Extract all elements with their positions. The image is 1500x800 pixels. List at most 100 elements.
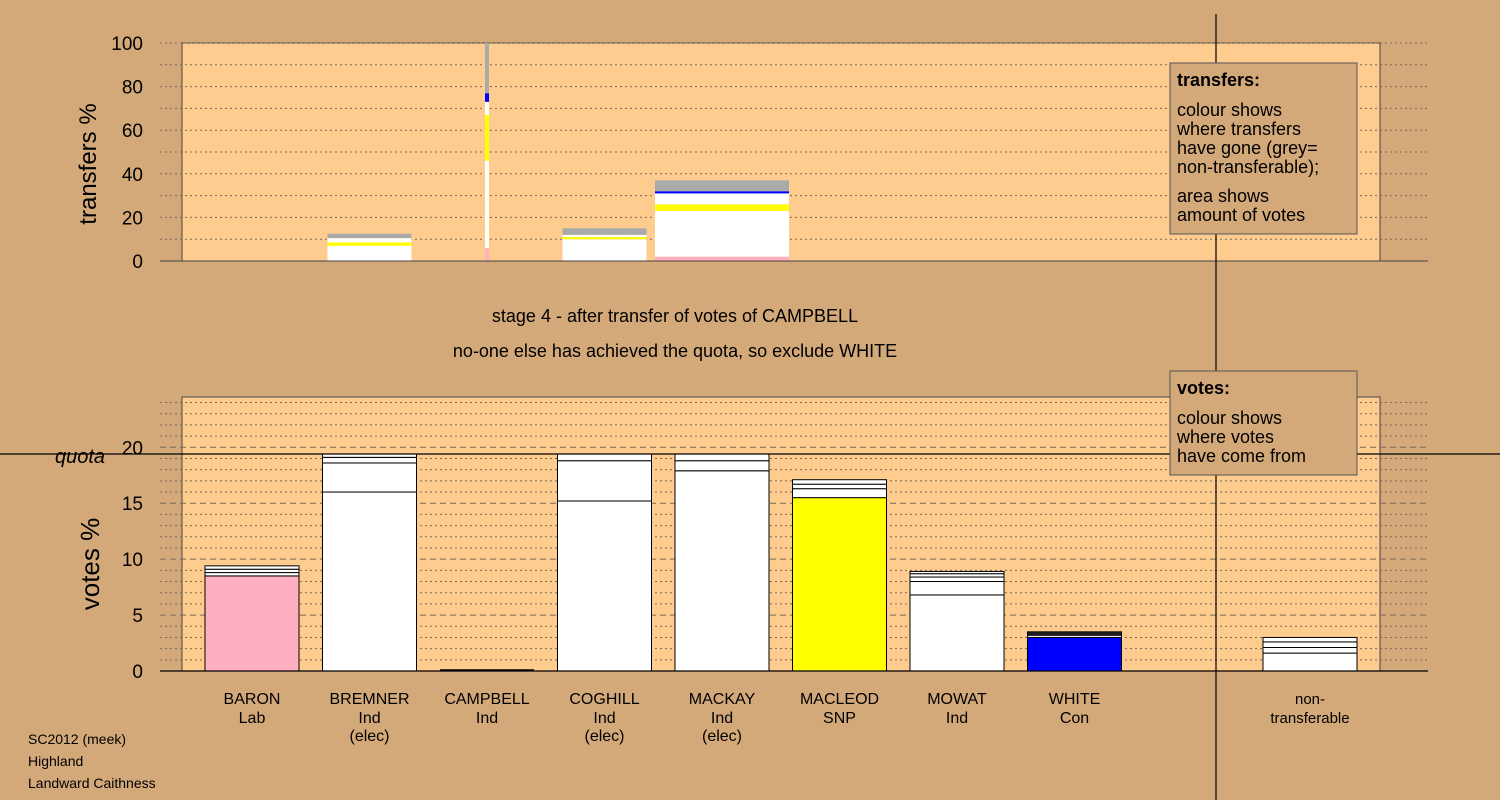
nontransferable-segment	[1262, 641, 1358, 649]
candidate-party-label: SNP	[823, 710, 856, 727]
votes-tick-label: 20	[122, 438, 143, 459]
vote-segment	[792, 479, 887, 485]
votes-legend-line: have come from	[1177, 446, 1306, 466]
transfers-legend: transfers: colour shows where transfers …	[1169, 62, 1358, 235]
candidate-elected-label: (elec)	[584, 728, 624, 745]
transfers-tick-label: 40	[122, 165, 143, 186]
transfer-segment	[485, 247, 489, 261]
transfer-segment	[562, 237, 647, 240]
candidate-name-label: CAMPBELL	[444, 691, 529, 708]
transfer-segment	[655, 210, 789, 257]
candidate-party-label: Ind	[711, 710, 733, 727]
nontransferable-segment	[1262, 647, 1358, 654]
vote-segment	[557, 460, 652, 502]
candidate-name-label: WHITE	[1049, 691, 1101, 708]
nontransferable-label: transferable	[1270, 710, 1349, 727]
transfers-axis-label: transfers %	[75, 103, 102, 224]
nontransferable-label: non-	[1295, 691, 1325, 708]
stage-subtitle: no-one else has achieved the quota, so e…	[453, 341, 897, 361]
quota-label: quota	[55, 446, 105, 468]
votes-legend-box	[1169, 370, 1358, 476]
vote-segment	[557, 500, 652, 672]
vote-segment	[1027, 636, 1122, 672]
candidate-name-label: BREMNER	[329, 691, 409, 708]
transfers-legend-line: amount of votes	[1177, 205, 1305, 225]
transfers-legend-line: non-transferable);	[1177, 157, 1319, 177]
candidate-name-label: MACLEOD	[800, 691, 879, 708]
transfer-segment	[327, 242, 412, 246]
vote-segment	[322, 456, 417, 464]
transfer-segment	[562, 234, 647, 238]
vote-segment	[792, 483, 887, 490]
transfers-legend-line: have gone (grey=	[1177, 138, 1318, 158]
footer-line: Landward Caithness	[28, 775, 156, 791]
votes-tick-label: 15	[122, 494, 143, 515]
votes-legend: votes: colour shows where votes have com…	[1169, 370, 1358, 476]
votes-legend-line: where votes	[1176, 427, 1274, 447]
vote-segment	[909, 576, 1005, 583]
vote-segment	[204, 568, 300, 574]
vote-segment	[204, 575, 300, 672]
transfer-segment	[485, 43, 489, 94]
candidate-elected-label: (elec)	[349, 728, 389, 745]
transfer-segment	[562, 228, 647, 235]
nontransferable-segment	[1262, 636, 1358, 643]
transfer-segment	[485, 93, 489, 102]
votes-tick-label: 10	[122, 550, 143, 571]
transfers-legend-line: area shows	[1177, 186, 1269, 206]
vote-segment	[792, 497, 887, 672]
transfer-segment	[562, 239, 647, 261]
transfers-legend-line: where transfers	[1176, 119, 1301, 139]
candidate-elected-label: (elec)	[702, 728, 742, 745]
vote-segment	[909, 570, 1005, 575]
transfer-segment	[327, 238, 412, 243]
vote-segment	[909, 594, 1005, 672]
nontransferable-segment	[1262, 652, 1358, 672]
transfers-legend-title: transfers:	[1177, 70, 1260, 90]
transfers-tick-label: 0	[132, 252, 143, 273]
transfers-tick-label: 60	[122, 121, 143, 142]
candidate-name-label: MACKAY	[689, 691, 756, 708]
vote-segment	[674, 453, 770, 462]
vote-segment	[322, 491, 417, 672]
transfers-tick-label: 80	[122, 78, 143, 99]
vote-segment	[909, 581, 1005, 596]
candidate-party-label: Ind	[358, 710, 380, 727]
transfers-tick-label: 100	[111, 34, 143, 55]
footer-line: SC2012 (meek)	[28, 731, 126, 747]
transfers-legend-line: colour shows	[1177, 100, 1282, 120]
transfer-segment	[485, 160, 489, 248]
vote-segment	[1027, 631, 1122, 636]
candidate-party-label: Ind	[476, 710, 498, 727]
candidate-party-label: Con	[1060, 710, 1089, 727]
vote-segment	[674, 470, 770, 672]
transfer-segment	[655, 180, 789, 192]
vote-segment	[204, 565, 300, 570]
vote-segment	[204, 572, 300, 577]
votes-tick-label: 5	[132, 606, 143, 627]
votes-legend-title: votes:	[1177, 378, 1230, 398]
transfer-segment	[655, 256, 789, 261]
transfer-segment	[655, 204, 789, 211]
vote-segment	[674, 460, 770, 472]
stage-title: stage 4 - after transfer of votes of CAM…	[492, 306, 858, 326]
votes-tick-label: 0	[132, 662, 143, 683]
candidate-party-label: Ind	[593, 710, 615, 727]
vote-segment	[909, 573, 1005, 578]
transfers-tick-label: 20	[122, 208, 143, 229]
transfer-segment	[485, 101, 489, 115]
transfer-segment	[655, 193, 789, 205]
candidate-name-label: BARON	[224, 691, 281, 708]
vote-segment	[322, 462, 417, 493]
transfer-segment	[327, 233, 412, 239]
footer-line: Highland	[28, 753, 83, 769]
vote-segment	[792, 488, 887, 499]
vote-segment	[557, 453, 652, 462]
votes-axis-label: votes %	[75, 518, 105, 611]
transfer-segment	[327, 245, 412, 261]
candidate-party-label: Lab	[239, 710, 266, 727]
candidate-party-label: Ind	[946, 710, 968, 727]
candidate-name-label: MOWAT	[927, 691, 987, 708]
transfer-segment	[655, 191, 789, 194]
